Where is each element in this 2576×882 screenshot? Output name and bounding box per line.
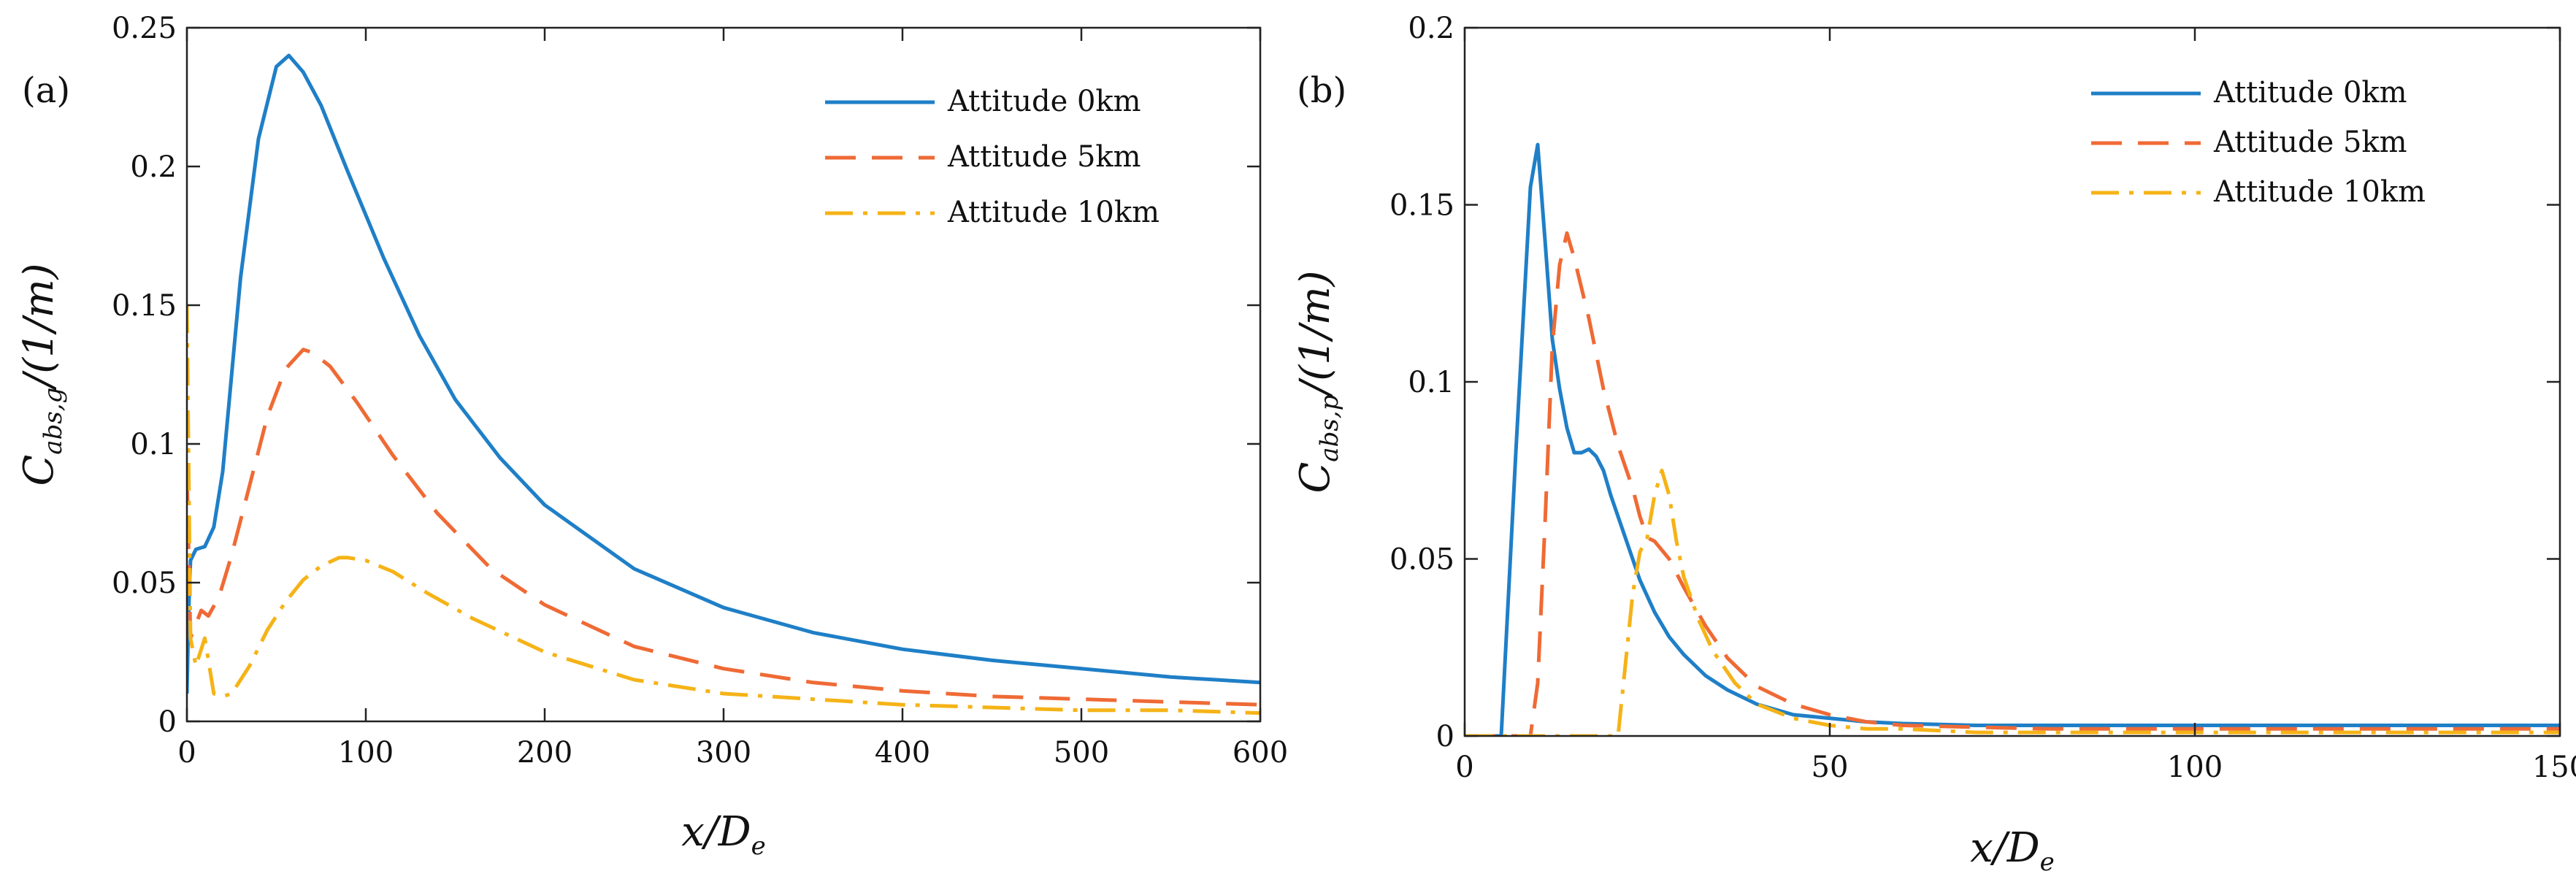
y-tick-label: 0.15 [112,289,177,323]
series-line-3 [187,304,1260,716]
x-tick-label: 500 [1054,736,1109,770]
y-tick-label: 0.1 [130,428,177,461]
legend-label-3: Attitude 10km [2213,175,2426,209]
series-line-1 [1465,142,2560,736]
x-tick-label: 600 [1233,736,1288,770]
y-tick-label: 0 [1436,720,1454,753]
legend-label-2: Attitude 5km [2213,126,2407,159]
x-tick-label: 300 [696,736,751,770]
y-tick-label: 0.2 [1408,12,1454,45]
x-tick-label: 0 [177,736,196,770]
panel-tag: (b) [1297,70,1346,111]
legend: Attitude 0km Attitude 5km Attitude 10km [825,85,1159,229]
x-tick-label: 400 [875,736,930,770]
x-tick-label: 50 [1812,751,1849,784]
legend: Attitude 0km Attitude 5km Attitude 10km [2091,76,2426,209]
series-group [1465,142,2560,736]
y-tick-label: 0.25 [112,12,177,45]
y-axis-label: Cabs,g/(1/m) [15,263,68,486]
series-group [187,53,1260,716]
y-tick-label: 0.05 [1389,543,1454,577]
x-axis-label: x/De [1970,824,2054,877]
panel-tag: (a) [22,70,70,111]
panel-b: 0 50 100 150 0 0.05 0.1 0.15 0.2 x/De Cabs,p/(1/m)… [1292,12,2576,877]
y-tick-label: 0.15 [1389,189,1454,223]
y-tick-label: 0.2 [130,150,177,184]
x-tick-label: 200 [517,736,572,770]
x-tick-label: 0 [1455,751,1473,784]
y-tick-label: 0.05 [112,567,177,600]
x-tick-label: 150 [2532,751,2576,784]
series-line-3 [1465,468,2560,736]
y-tick-label: 0 [158,705,177,739]
x-tick-label: 100 [338,736,394,770]
legend-label-1: Attitude 0km [947,85,1141,118]
series-line-2 [187,348,1260,707]
legend-label-1: Attitude 0km [2213,76,2407,110]
legend-label-2: Attitude 5km [947,140,1141,174]
x-tick-label: 100 [2167,751,2223,784]
y-tick-label: 0.1 [1408,366,1454,399]
series-line-1 [187,53,1260,694]
legend-label-3: Attitude 10km [947,196,1159,229]
x-axis-label: x/De [681,808,765,861]
series-line-2 [1465,231,2560,736]
plot-frame [185,26,1262,723]
y-axis-label: Cabs,p/(1/m) [1292,270,1344,493]
panel-a: 0 100 200 300 400 500 600 0 0.05 0.1 0.15 0.2 0.25 x/… [15,12,1288,861]
